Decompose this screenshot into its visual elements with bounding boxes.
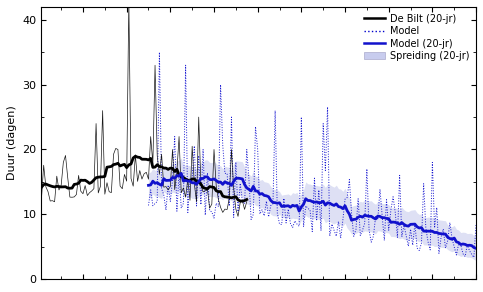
Legend: De Bilt (20-jr), Model, Model (20-jr), Spreiding (20-jr): De Bilt (20-jr), Model, Model (20-jr), S… — [362, 12, 471, 63]
Y-axis label: Duur (dagen): Duur (dagen) — [7, 106, 17, 180]
